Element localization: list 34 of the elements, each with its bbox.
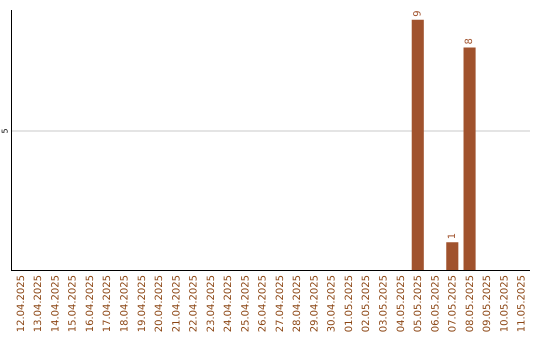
x-tick-label: 20.04.2025 xyxy=(154,275,166,332)
data-label: 8 xyxy=(464,38,476,45)
x-tick-label: 22.04.2025 xyxy=(188,275,200,332)
x-tick-label: 11.05.2025 xyxy=(516,275,528,332)
x-tick-label: 25.04.2025 xyxy=(240,275,252,332)
x-tick-label: 04.05.2025 xyxy=(396,275,407,332)
x-tick-label: 03.05.2025 xyxy=(378,275,390,332)
x-tick-label: 02.05.2025 xyxy=(361,275,372,332)
x-tick-label: 19.04.2025 xyxy=(136,275,148,332)
x-tick-label: 27.04.2025 xyxy=(274,275,286,332)
x-tick-label: 15.04.2025 xyxy=(68,275,79,332)
x-tick-label: 17.04.2025 xyxy=(102,275,114,332)
x-tick-label: 09.05.2025 xyxy=(482,275,494,332)
x-tick-label: 08.05.2025 xyxy=(464,275,476,332)
data-label: 9 xyxy=(412,10,424,17)
x-tick-label: 05.05.2025 xyxy=(413,275,424,332)
x-tick-label: 12.04.2025 xyxy=(16,275,27,332)
x-tick-label: 14.04.2025 xyxy=(50,275,62,332)
x-tick-label: 28.04.2025 xyxy=(292,275,304,332)
x-tick-label: 24.04.2025 xyxy=(223,275,234,332)
x-tick-label: 29.04.2025 xyxy=(309,275,320,332)
x-tick-label: 16.04.2025 xyxy=(84,275,96,332)
x-tick-label: 06.05.2025 xyxy=(430,275,442,332)
x-tick-label: 26.04.2025 xyxy=(258,275,269,332)
x-tick-label: 10.05.2025 xyxy=(499,275,510,332)
x-tick-label: 07.05.2025 xyxy=(448,275,459,332)
x-tick-label: 18.04.2025 xyxy=(119,275,130,332)
x-tick-label: 23.04.2025 xyxy=(206,275,217,332)
x-tick-label: 30.04.2025 xyxy=(326,275,338,332)
x-tick-label: 21.04.2025 xyxy=(171,275,182,332)
x-tick-label: 01.05.2025 xyxy=(344,275,355,332)
x-tick-label: 13.04.2025 xyxy=(33,275,44,332)
data-label: 1 xyxy=(446,232,458,240)
ref-line-label: 5 xyxy=(0,128,10,134)
